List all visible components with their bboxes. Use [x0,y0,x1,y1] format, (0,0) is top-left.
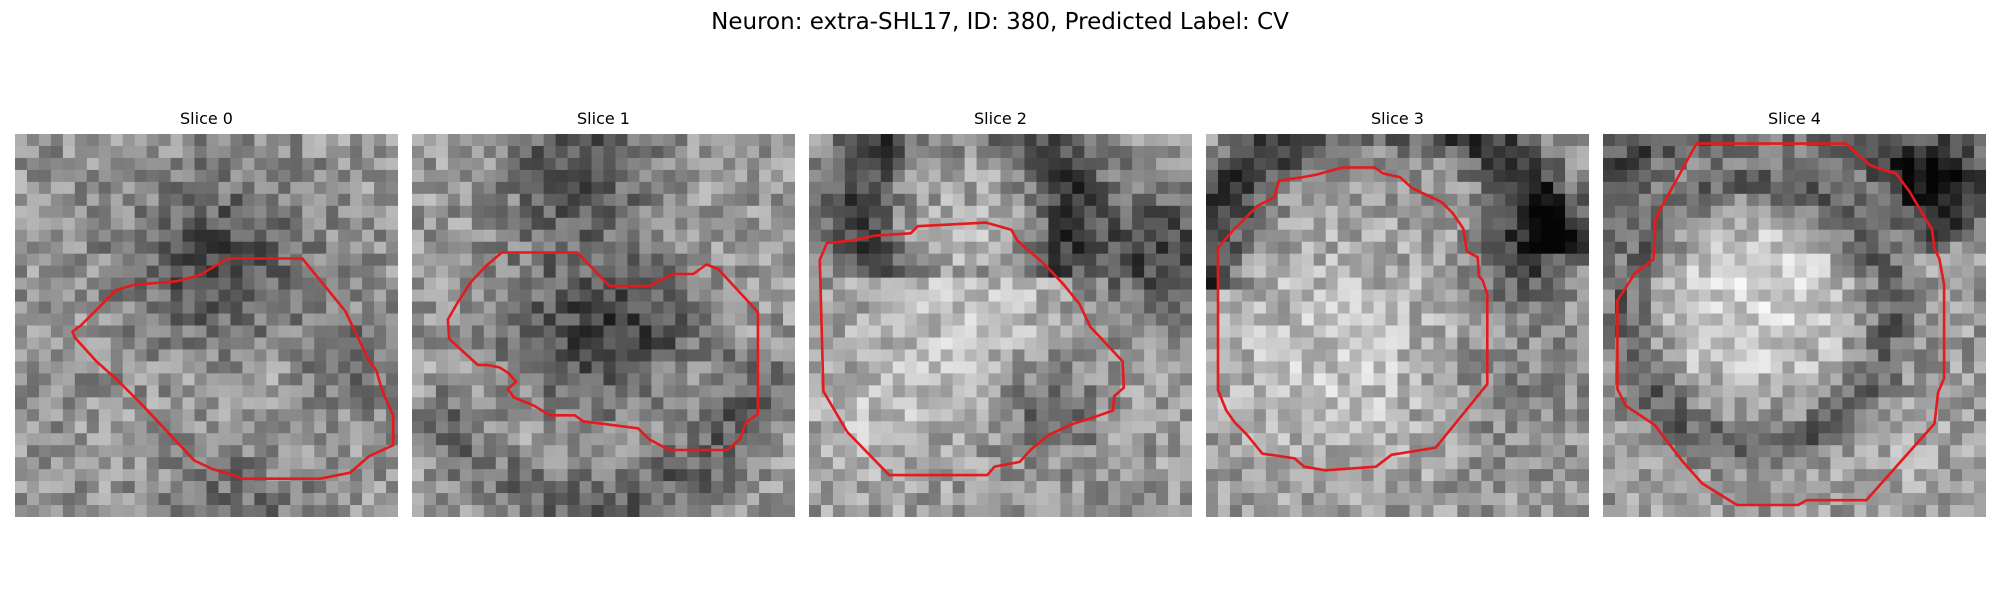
slice-image-1 [412,134,795,517]
figure-title: Neuron: extra-SHL17, ID: 380, Predicted … [0,8,2000,36]
slice-image-2 [809,134,1192,517]
slice-image-3 [1206,134,1589,517]
slice-image-0 [15,134,398,517]
panel-title-slice-1: Slice 1 [412,109,795,129]
panel-title-slice-3: Slice 3 [1206,109,1589,129]
panel-title-slice-0: Slice 0 [15,109,398,129]
slice-image-4 [1603,134,1986,517]
panel-title-slice-4: Slice 4 [1603,109,1986,129]
panel-title-slice-2: Slice 2 [809,109,1192,129]
